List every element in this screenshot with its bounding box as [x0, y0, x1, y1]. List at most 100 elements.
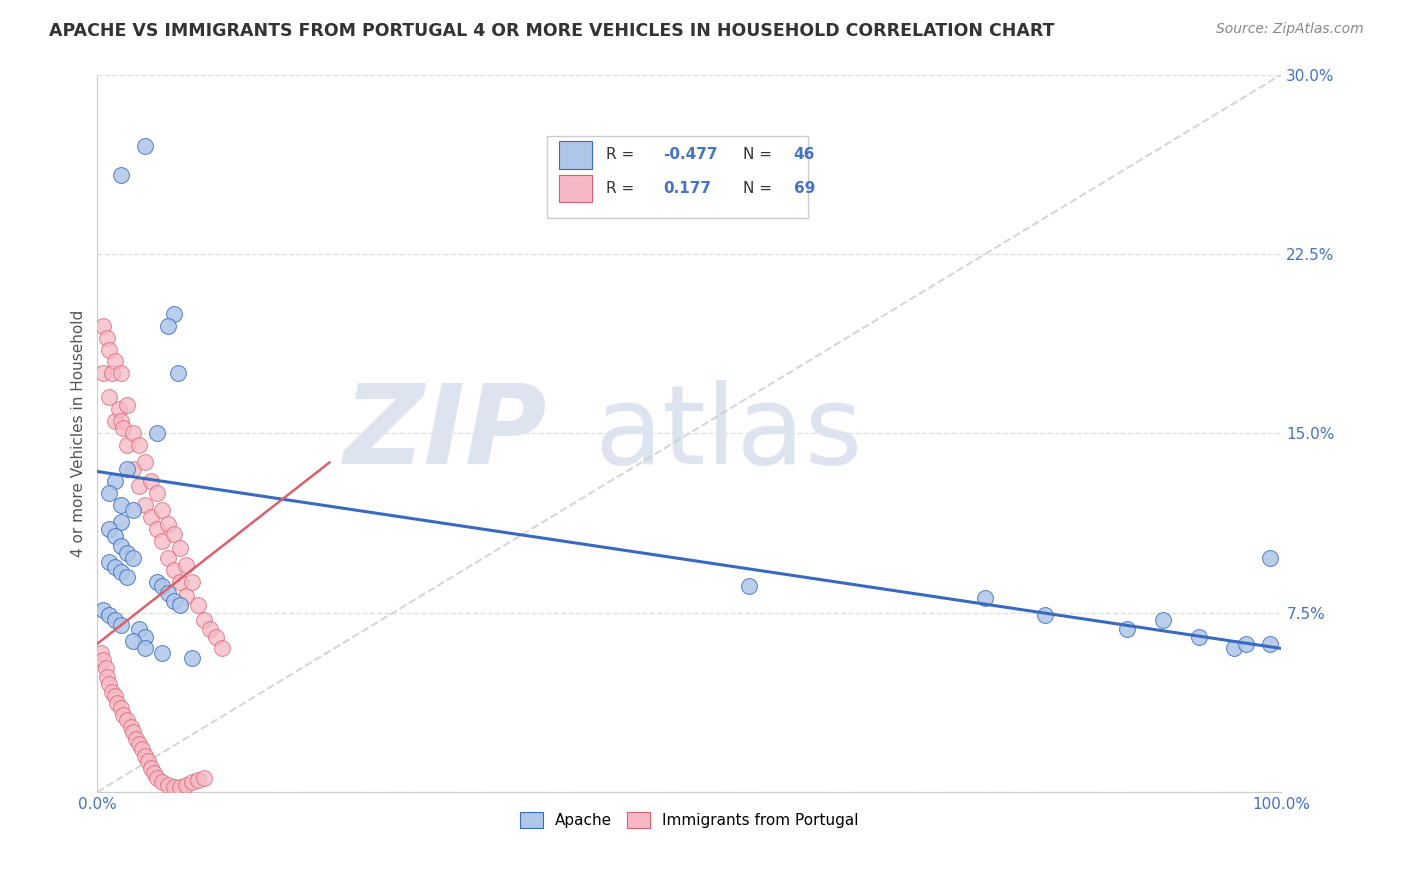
Point: [974, 591, 997, 606]
Point: [163, 307, 186, 321]
Point: [104, 613, 127, 627]
Point: [128, 438, 150, 452]
Point: [98, 677, 121, 691]
Point: [163, 563, 186, 577]
Text: -0.477: -0.477: [664, 147, 718, 162]
FancyBboxPatch shape: [560, 175, 592, 202]
Point: [1234, 637, 1257, 651]
Point: [110, 168, 132, 182]
Point: [187, 599, 209, 613]
Point: [107, 697, 129, 711]
Point: [157, 517, 180, 532]
Point: [174, 558, 197, 572]
Point: [169, 574, 191, 589]
Point: [134, 749, 156, 764]
Point: [110, 701, 132, 715]
Point: [157, 586, 180, 600]
Point: [100, 684, 122, 698]
Point: [1187, 630, 1209, 644]
Point: [198, 623, 221, 637]
Point: [181, 574, 204, 589]
Point: [169, 599, 191, 613]
Point: [122, 634, 145, 648]
Y-axis label: 4 or more Vehicles in Household: 4 or more Vehicles in Household: [72, 310, 86, 557]
Point: [157, 778, 180, 792]
Point: [122, 426, 145, 441]
Point: [157, 318, 180, 333]
Point: [104, 560, 127, 574]
Point: [136, 754, 159, 768]
Point: [96, 670, 118, 684]
Point: [115, 398, 138, 412]
Text: N =: N =: [742, 181, 776, 196]
Text: 0.177: 0.177: [664, 181, 711, 196]
Point: [110, 617, 132, 632]
Text: 46: 46: [793, 147, 815, 162]
Point: [91, 318, 114, 333]
Point: [115, 570, 138, 584]
Point: [139, 510, 162, 524]
Point: [125, 732, 148, 747]
Point: [139, 474, 162, 488]
Point: [110, 498, 132, 512]
Point: [91, 603, 114, 617]
Point: [181, 651, 204, 665]
Point: [157, 550, 180, 565]
Point: [115, 713, 138, 727]
Point: [98, 486, 121, 500]
Point: [145, 486, 167, 500]
Point: [98, 522, 121, 536]
Point: [94, 660, 117, 674]
Point: [115, 438, 138, 452]
Point: [174, 778, 197, 792]
Point: [145, 426, 167, 441]
Point: [91, 653, 114, 667]
Point: [122, 550, 145, 565]
Point: [134, 455, 156, 469]
Point: [193, 613, 215, 627]
Point: [104, 414, 127, 428]
Point: [110, 565, 132, 579]
Point: [152, 775, 174, 789]
Point: [163, 526, 186, 541]
Point: [145, 522, 167, 536]
Text: R =: R =: [606, 181, 640, 196]
Point: [120, 720, 142, 734]
Legend: Apache, Immigrants from Portugal: Apache, Immigrants from Portugal: [513, 806, 865, 835]
Point: [163, 780, 186, 794]
Text: APACHE VS IMMIGRANTS FROM PORTUGAL 4 OR MORE VEHICLES IN HOUSEHOLD CORRELATION C: APACHE VS IMMIGRANTS FROM PORTUGAL 4 OR …: [49, 22, 1054, 40]
Point: [104, 529, 127, 543]
Point: [122, 502, 145, 516]
Point: [134, 641, 156, 656]
Point: [145, 771, 167, 785]
Point: [204, 630, 226, 644]
Point: [169, 780, 191, 794]
Point: [131, 742, 153, 756]
Point: [167, 367, 190, 381]
Point: [110, 539, 132, 553]
Point: [152, 579, 174, 593]
Text: 69: 69: [793, 181, 815, 196]
Point: [104, 690, 127, 704]
Text: N =: N =: [742, 147, 776, 162]
Text: ZIP: ZIP: [344, 380, 547, 487]
Text: R =: R =: [606, 147, 640, 162]
Point: [96, 330, 118, 344]
Point: [163, 593, 186, 607]
Text: atlas: atlas: [595, 380, 863, 487]
Point: [737, 579, 759, 593]
Point: [104, 354, 127, 368]
Point: [134, 139, 156, 153]
Point: [169, 541, 191, 555]
Point: [1223, 641, 1246, 656]
Point: [110, 515, 132, 529]
Point: [98, 555, 121, 569]
Point: [193, 771, 215, 785]
Point: [115, 462, 138, 476]
Point: [143, 765, 166, 780]
Point: [134, 630, 156, 644]
Point: [107, 402, 129, 417]
Point: [128, 737, 150, 751]
Point: [98, 607, 121, 622]
Point: [174, 589, 197, 603]
